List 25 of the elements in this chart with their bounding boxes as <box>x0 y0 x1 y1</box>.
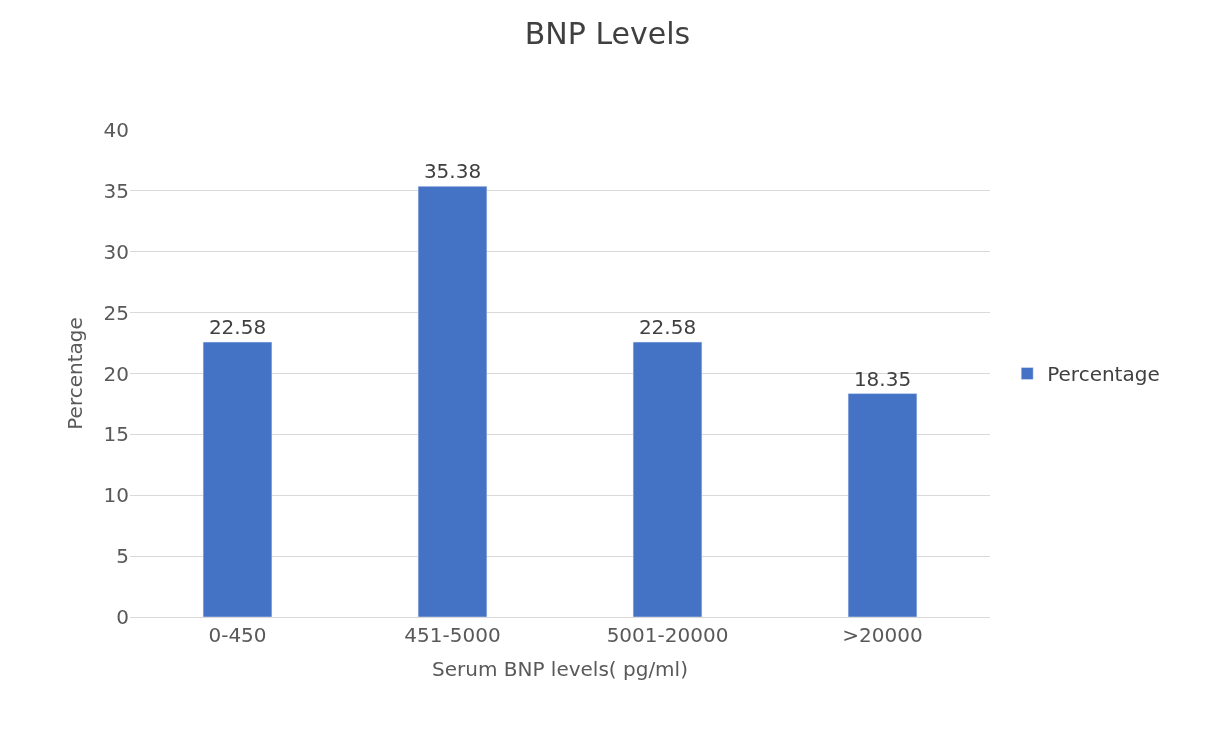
x-tick-label: 451-5000 <box>404 623 501 647</box>
y-tick-label: 5 <box>116 544 129 569</box>
data-label: 22.58 <box>638 315 697 340</box>
y-tick-label: 0 <box>116 605 129 629</box>
y-tick-label: 30 <box>103 239 129 264</box>
bar <box>632 341 703 617</box>
y-axis-title: Percentage <box>63 317 88 430</box>
y-tick-label: 35 <box>103 178 129 203</box>
x-tick-label: 0-450 <box>208 623 267 647</box>
x-tick-label: >20000 <box>842 623 923 647</box>
y-tick-label: 20 <box>103 361 129 386</box>
x-tick-label: 5001-20000 <box>606 623 729 647</box>
y-tick-label: 10 <box>103 483 129 508</box>
x-axis-title: Serum BNP levels( pg/ml) <box>432 656 688 681</box>
bar <box>202 341 273 617</box>
y-tick-label: 25 <box>103 300 129 325</box>
chart-title: BNP Levels <box>524 16 691 52</box>
bar <box>847 393 918 617</box>
data-label: 18.35 <box>853 366 912 391</box>
y-tick-label: 15 <box>103 422 129 447</box>
legend-label: Percentage <box>1047 362 1160 387</box>
bar <box>417 186 488 617</box>
data-label: 35.38 <box>423 159 482 184</box>
data-label: 22.58 <box>208 315 267 340</box>
y-tick-label: 40 <box>103 118 129 142</box>
